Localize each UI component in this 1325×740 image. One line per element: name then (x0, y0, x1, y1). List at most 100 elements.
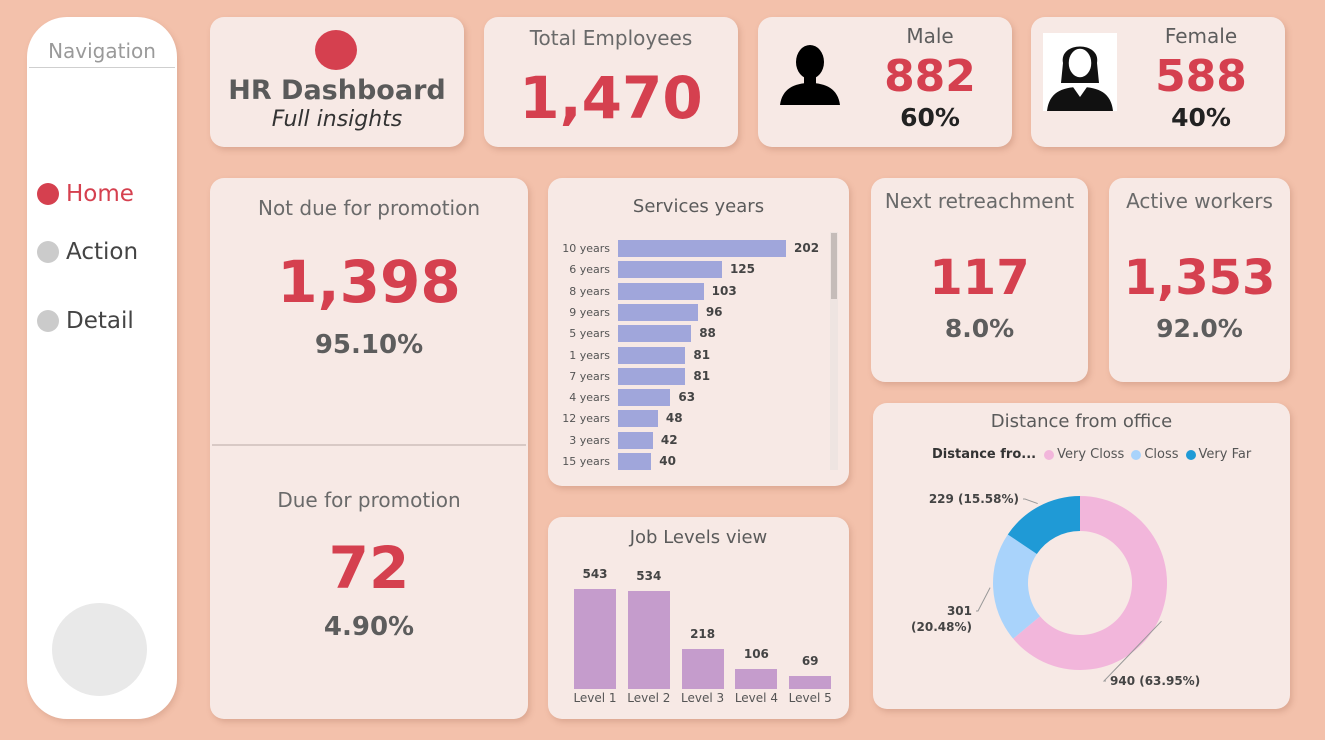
bar-value-label: 103 (711, 283, 737, 298)
promotion-divider (212, 444, 526, 446)
bar-category-label: 12 years (562, 412, 610, 426)
male-person-icon (780, 45, 840, 105)
page-title: HR Dashboard (228, 75, 446, 106)
bar-value-label: 40 (659, 454, 676, 468)
bar[interactable] (618, 389, 671, 407)
bar-category-label: 1 years (569, 348, 610, 362)
bar[interactable] (618, 325, 692, 343)
chart-scrollbar-track[interactable] (830, 232, 838, 470)
bar[interactable] (618, 303, 698, 321)
services-years-title: Services years (632, 196, 765, 217)
nav-item-action[interactable]: Action (37, 237, 138, 267)
record-icon (315, 30, 357, 70)
male-value: 882 (884, 51, 976, 102)
donut-slice[interactable] (1013, 496, 1167, 670)
promotion-card: Not due for promotion 1,398 95.10% Due f… (210, 178, 528, 719)
donut-data-label: (20.48%) (911, 620, 972, 634)
bar-value-label: 125 (729, 262, 756, 277)
bar-row: 6 years 125 (548, 261, 838, 279)
chart-scrollbar-thumb[interactable] (831, 233, 837, 299)
bar-category-label: 9 years (569, 305, 610, 319)
page-subtitle: Full insights (271, 107, 403, 132)
bar-value-label: 81 (693, 347, 711, 362)
active-workers-value: 1,353 (1123, 250, 1276, 306)
donut-data-label: 301 (947, 604, 972, 618)
bar-row: 7 years 81 (548, 367, 838, 385)
male-card: Male 882 60% (758, 17, 1012, 147)
donut-data-label: 940 (63.95%) (1110, 674, 1200, 688)
navigation-title: Navigation (48, 39, 156, 63)
nav-item-detail[interactable]: Detail (37, 306, 134, 336)
column-value-label: 69 (801, 654, 819, 669)
legend-dot-icon (1044, 449, 1055, 460)
leader-line (1023, 498, 1038, 505)
bar-category-label: 15 years (562, 455, 610, 468)
bar-row: 9 years 96 (548, 303, 838, 321)
navigation-panel: Navigation Home Action Detail (27, 17, 177, 719)
bar[interactable] (618, 240, 786, 257)
leader-line (976, 587, 991, 612)
bar-value-label: 202 (794, 241, 820, 255)
nav-circle-button[interactable] (52, 603, 147, 696)
due-promotion-label: Due for promotion (277, 488, 461, 512)
nav-dot-icon (37, 310, 59, 332)
bar-category-label: 3 years (569, 433, 610, 447)
leader-line (1102, 620, 1162, 682)
job-levels-chart: 543 Level 1 534 Level 2 218 Level 3 106 Level 4… (548, 517, 849, 719)
bar-value-label: 42 (660, 432, 678, 447)
donut-data-label: 229 (15.58%) (929, 492, 1019, 506)
column-category-label: Level 4 (734, 691, 778, 705)
nav-item-label: Home (66, 181, 134, 207)
not-due-promotion-percent: 95.10% (314, 330, 424, 360)
column-category-label: Level 5 (788, 691, 832, 705)
column[interactable] (574, 589, 616, 689)
active-workers-label: Active workers (1126, 189, 1273, 213)
bar-row: 4 years 63 (548, 389, 838, 407)
bar[interactable] (618, 261, 722, 279)
nav-item-home[interactable]: Home (37, 179, 134, 209)
bar-value-label: 81 (693, 368, 711, 383)
male-label: Male (906, 24, 954, 48)
active-workers-percent: 92.0% (1156, 314, 1243, 343)
column-value-label: 218 (690, 626, 716, 641)
bar-value-label: 88 (699, 326, 716, 341)
services-years-card: Services years 10 years 202 6 years 125 8 ye… (548, 178, 849, 486)
bar-row: 8 years 103 (548, 282, 838, 300)
column[interactable] (627, 590, 670, 689)
bar-row: 15 years 40 (548, 453, 838, 470)
column-value-label: 543 (582, 567, 608, 581)
donut-slice[interactable] (993, 534, 1041, 639)
bar[interactable] (618, 282, 704, 300)
bar-category-label: 7 years (569, 369, 610, 383)
nav-item-label: Detail (66, 308, 134, 334)
female-person-icon (1043, 33, 1117, 111)
bar[interactable] (618, 410, 658, 428)
column[interactable] (789, 676, 832, 689)
legend-item-very-closs: Very Closs (1057, 447, 1125, 462)
legend-item-closs: Closs (1144, 447, 1179, 462)
job-levels-card: Job Levels view 543 Level 1 534 Level 2 218 L… (548, 517, 849, 719)
female-value: 588 (1155, 51, 1247, 102)
female-percent: 40% (1171, 103, 1231, 132)
bar[interactable] (618, 431, 653, 449)
bar-category-label: 8 years (569, 284, 610, 298)
nav-dot-icon (37, 183, 59, 205)
active-workers-card: Active workers 1,353 92.0% (1109, 178, 1290, 382)
column[interactable] (681, 648, 724, 689)
donut-slice[interactable] (1007, 496, 1080, 554)
total-employees-value: 1,470 (519, 64, 703, 132)
female-label: Female (1164, 24, 1238, 48)
total-employees-label: Total Employees (529, 26, 693, 50)
bar[interactable] (618, 367, 686, 385)
column[interactable] (735, 669, 778, 689)
job-levels-title: Job Levels view (629, 527, 768, 548)
total-employees-card: Total Employees 1,470 (484, 17, 738, 147)
bar[interactable] (618, 346, 686, 364)
bar[interactable] (618, 453, 652, 470)
navigation-divider (29, 67, 175, 68)
due-promotion-value: 72 (328, 534, 410, 602)
bar-category-label: 6 years (569, 263, 610, 277)
legend-dot-icon (1131, 449, 1142, 460)
bar-row: 12 years 48 (548, 410, 838, 428)
legend-dot-icon (1185, 449, 1196, 460)
